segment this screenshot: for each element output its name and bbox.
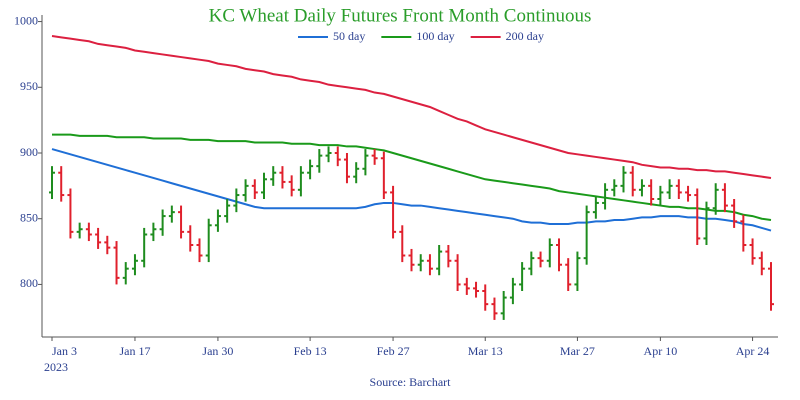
legend-label: 100 day xyxy=(416,29,454,43)
ma-line xyxy=(52,133,772,222)
x-tick-label: Jan 30 xyxy=(202,344,233,358)
x-tick-label: Apr 24 xyxy=(736,344,770,358)
x-tick-label: Apr 10 xyxy=(644,344,678,358)
ma-line xyxy=(51,35,772,179)
y-tick-label: 900 xyxy=(20,145,38,159)
x-tick-label: Jan 3 xyxy=(52,344,77,358)
y-tick-label: 1000 xyxy=(14,13,38,27)
x-tick-label: Jan 17 xyxy=(119,344,150,358)
legend-label: 50 day xyxy=(333,29,365,43)
x-tick-label: Feb 13 xyxy=(294,344,327,358)
x-tick-label: Mar 27 xyxy=(560,344,595,358)
y-tick-label: 950 xyxy=(20,79,38,93)
x-year-label: 2023 xyxy=(44,360,68,374)
chart-title: KC Wheat Daily Futures Front Month Conti… xyxy=(209,5,592,26)
source-note: Source: Barchart xyxy=(370,375,452,389)
legend-label: 200 day xyxy=(506,29,544,43)
ma-line xyxy=(51,148,772,232)
x-tick-label: Mar 13 xyxy=(468,344,503,358)
y-tick-label: 850 xyxy=(20,210,38,224)
x-tick-label: Feb 27 xyxy=(377,344,410,358)
y-tick-label: 800 xyxy=(20,276,38,290)
